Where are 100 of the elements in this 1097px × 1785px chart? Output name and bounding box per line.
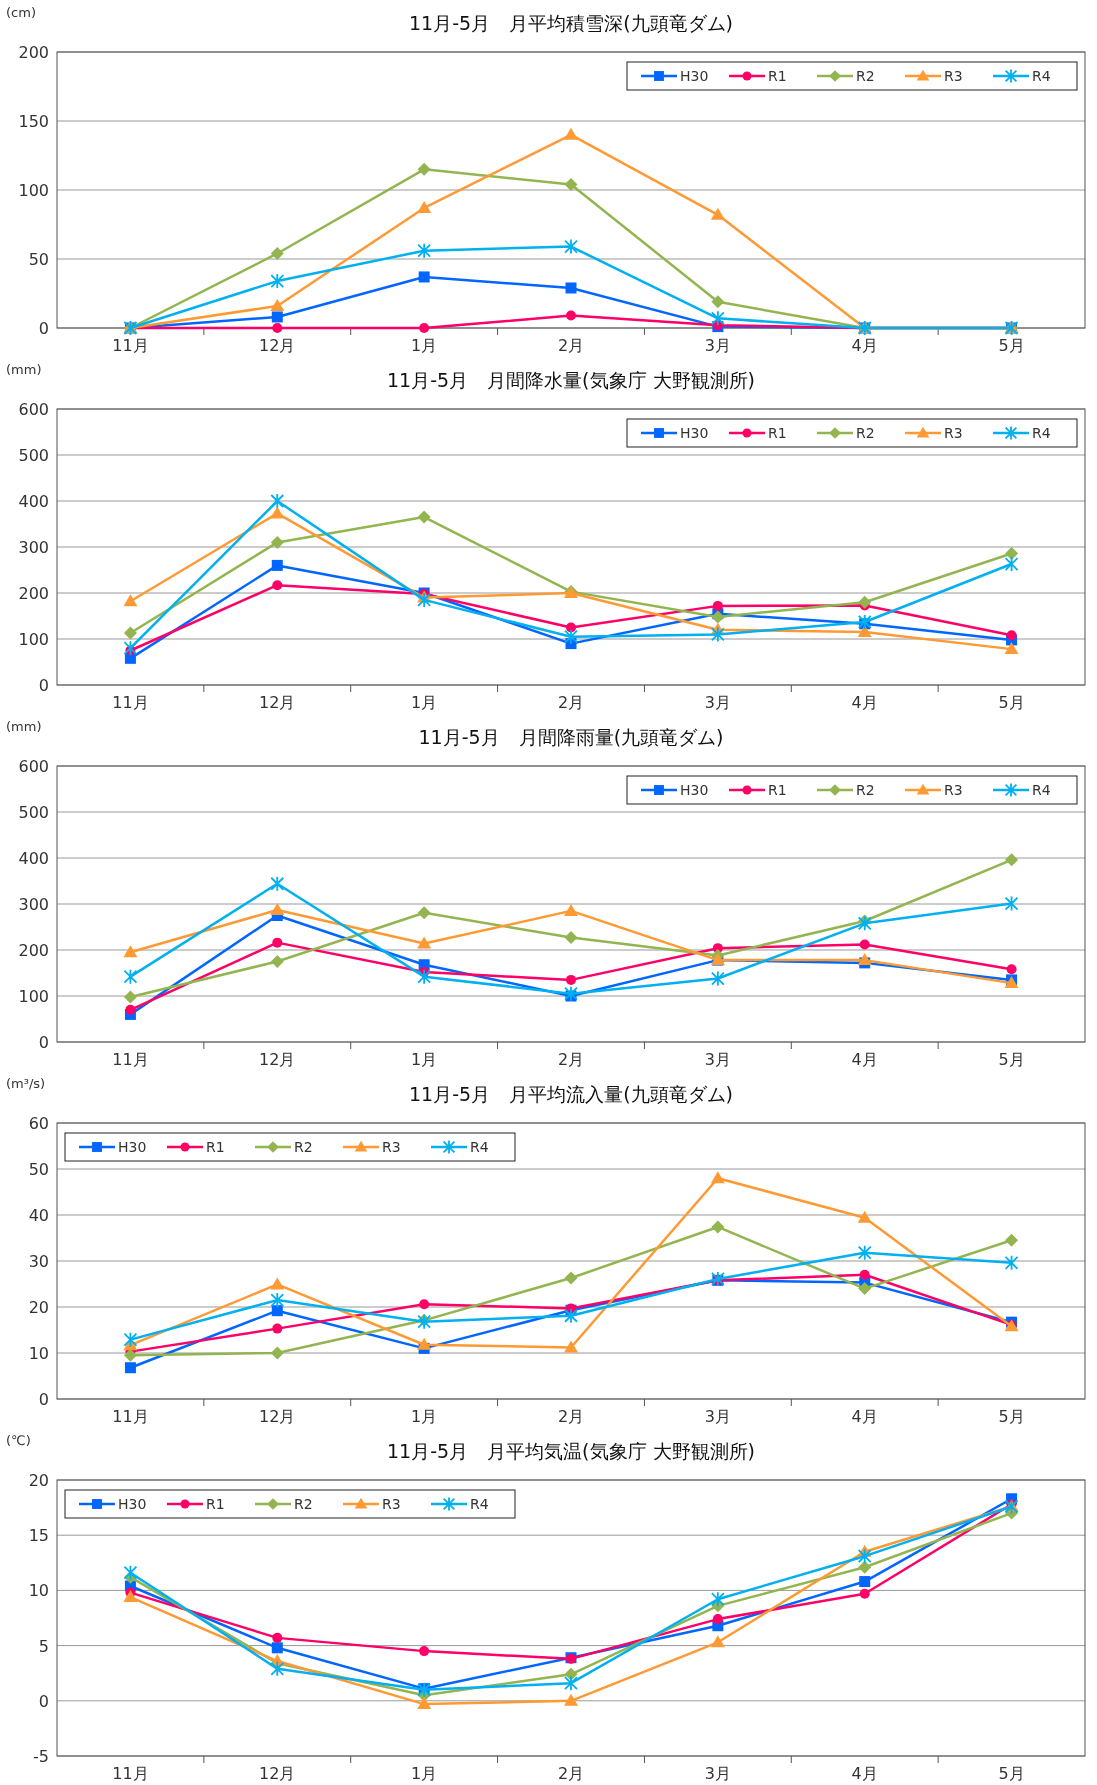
y-tick-label: 10 [28, 1581, 49, 1601]
x-tick-label: 1月 [411, 1407, 438, 1426]
y-axis-title: (cm) [6, 5, 36, 20]
x-tick-label: 11月 [112, 336, 149, 355]
legend-label: R2 [856, 68, 875, 84]
x-tick-label: 12月 [259, 1050, 296, 1069]
x-tick-label: 11月 [112, 1764, 149, 1783]
x-tick-label: 2月 [557, 336, 585, 355]
chart-title: 11月-5月 月平均流入量(九頭竜ダム) [409, 1083, 733, 1105]
y-tick-label: 100 [18, 987, 49, 1006]
legend-label: R4 [1032, 425, 1051, 441]
y-axis-title: (m³/s) [6, 1076, 46, 1091]
y-tick-label: 100 [18, 630, 49, 649]
y-tick-label: 200 [18, 584, 49, 603]
x-tick-label: 1月 [411, 336, 438, 355]
y-tick-label: 200 [18, 43, 49, 62]
x-tick-label: 4月 [851, 1050, 878, 1069]
y-tick-label: 15 [28, 1526, 49, 1546]
x-tick-label: 1月 [411, 1764, 438, 1783]
x-tick-label: 1月 [411, 693, 438, 712]
legend-label: R1 [768, 68, 787, 84]
x-tick-label: 1月 [411, 1050, 438, 1069]
y-tick-label: 20 [28, 1298, 49, 1317]
y-tick-label: 500 [18, 803, 49, 822]
x-tick-label: 4月 [851, 336, 878, 355]
y-axis-title: (mm) [6, 719, 42, 734]
x-tick-label: 11月 [112, 693, 149, 712]
legend-label: R3 [382, 1139, 401, 1155]
x-tick-label: 11月 [112, 1050, 149, 1069]
y-tick-label: 600 [18, 400, 49, 419]
y-tick-label: 10 [28, 1344, 49, 1363]
y-tick-label: 300 [18, 538, 49, 557]
legend-label: H30 [118, 1496, 147, 1512]
y-tick-label: 0 [38, 1390, 49, 1409]
x-tick-label: 12月 [259, 1764, 296, 1783]
legend-label: R3 [944, 782, 963, 798]
legend-label: R3 [944, 68, 963, 84]
legend-label: R4 [1032, 68, 1051, 84]
x-tick-label: 2月 [557, 693, 585, 712]
legend-label: R2 [294, 1496, 313, 1512]
x-tick-label: 4月 [851, 1407, 878, 1426]
y-tick-label: 0 [38, 676, 49, 695]
legend-label: H30 [118, 1139, 147, 1155]
x-tick-label: 12月 [259, 336, 296, 355]
legend-label: R2 [294, 1139, 313, 1155]
y-tick-label: 30 [28, 1252, 49, 1271]
legend-label: R1 [206, 1139, 225, 1155]
y-axis-title: (mm) [6, 362, 42, 377]
x-tick-label: 5月 [998, 1407, 1025, 1426]
y-axis-title: (℃) [6, 1433, 31, 1448]
chart-title: 11月-5月 月間降雨量(九頭竜ダム) [418, 726, 724, 748]
y-tick-label: 600 [18, 757, 49, 776]
y-tick-label: 100 [18, 181, 49, 200]
legend-label: H30 [680, 782, 709, 798]
y-tick-label: 300 [18, 895, 49, 914]
y-tick-label: 500 [18, 446, 49, 465]
x-tick-label: 3月 [704, 336, 731, 355]
legend-label: R1 [206, 1496, 225, 1512]
y-tick-label: 400 [18, 492, 49, 511]
legend-label: R2 [856, 782, 875, 798]
x-tick-label: 3月 [704, 1407, 731, 1426]
chart-title: 11月-5月 月間降水量(気象庁 大野観測所) [387, 369, 755, 391]
chart-title: 11月-5月 月平均積雪深(九頭竜ダム) [409, 12, 733, 34]
x-tick-label: 2月 [557, 1764, 585, 1783]
legend-label: R4 [1032, 782, 1051, 798]
y-tick-label: 200 [18, 941, 49, 960]
legend-label: R1 [768, 425, 787, 441]
y-tick-label: 0 [38, 1033, 49, 1052]
y-tick-label: 0 [38, 1691, 49, 1711]
legend-label: R4 [470, 1139, 489, 1155]
x-tick-label: 3月 [704, 693, 731, 712]
x-tick-label: 3月 [704, 1050, 731, 1069]
legend-label: R1 [768, 782, 787, 798]
legend-label: R2 [856, 425, 875, 441]
y-tick-label: 60 [28, 1114, 49, 1133]
x-tick-label: 4月 [851, 1764, 878, 1783]
x-tick-label: 5月 [998, 1764, 1025, 1783]
x-tick-label: 3月 [704, 1764, 731, 1783]
x-tick-label: 5月 [998, 693, 1025, 712]
x-tick-label: 11月 [112, 1407, 149, 1426]
legend-label: H30 [680, 425, 709, 441]
y-tick-label: -5 [33, 1747, 49, 1766]
x-tick-label: 5月 [998, 1050, 1025, 1069]
y-tick-label: 20 [28, 1471, 49, 1490]
y-tick-label: 0 [38, 319, 49, 338]
legend-label: R4 [470, 1496, 489, 1512]
x-tick-label: 2月 [557, 1407, 585, 1426]
x-tick-label: 4月 [851, 693, 878, 712]
x-tick-label: 12月 [259, 693, 296, 712]
legend-label: R3 [944, 425, 963, 441]
y-tick-label: 150 [18, 112, 49, 131]
legend-label: R3 [382, 1496, 401, 1512]
x-tick-label: 5月 [998, 336, 1025, 355]
chart-title: 11月-5月 月平均気温(気象庁 大野観測所) [387, 1440, 755, 1462]
y-tick-label: 40 [28, 1206, 49, 1225]
legend-label: H30 [680, 68, 709, 84]
y-tick-label: 50 [28, 250, 49, 269]
y-tick-label: 50 [28, 1160, 49, 1179]
x-tick-label: 12月 [259, 1407, 296, 1426]
y-tick-label: 5 [38, 1636, 49, 1656]
